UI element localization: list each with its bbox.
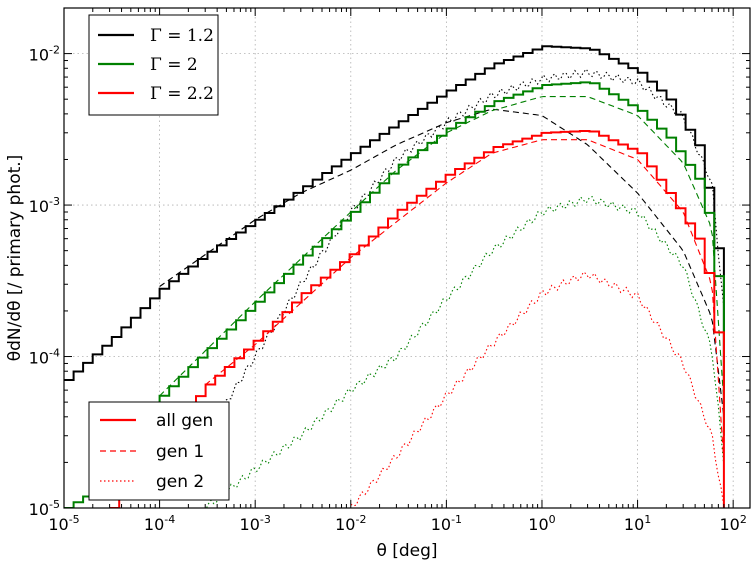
legend-gen-label: all gen [156,411,213,431]
series-line [205,68,725,434]
y-tick-label: 10-5 [29,498,60,519]
x-tick-label: 102 [719,513,746,534]
x-tick-label: 10-4 [144,513,175,534]
series-group [64,45,725,508]
x-tick-label: 10-2 [335,513,366,534]
plot-frame [63,7,751,509]
x-tick-label: 10-3 [240,513,271,534]
y-tick-label: 10-4 [29,347,60,368]
x-tick-labels: 10-5 10-4 10-3 10-2 10-1 100 101 102 [48,513,747,534]
series-line [109,130,725,508]
legend-gamma-label: Γ = 1.2 [150,26,214,46]
series-line [159,96,725,403]
legend-gen-label: gen 2 [156,472,204,492]
y-tick-labels: 10-5 10-4 10-3 10-2 [29,44,60,519]
series-line [64,45,725,391]
y-tick-label: 10-3 [29,195,60,216]
series-line [64,81,725,508]
legend-gamma: Γ = 1.2 Γ = 2 Γ = 2.2 [88,14,219,116]
legend-gamma-label: Γ = 2.2 [150,84,214,104]
x-tick-label: 100 [528,513,555,534]
series-line [350,271,725,507]
y-tick-label: 10-2 [29,44,60,65]
y-axis-label: θdN/dθ [/ primary phot.] [5,155,25,362]
legend-gen: all gen gen 1 gen 2 [88,401,230,501]
x-tick-label: 101 [624,513,651,534]
legend-gamma-label: Γ = 2 [150,55,198,75]
x-tick-label: 10-1 [431,513,462,534]
legend-gen-label: gen 1 [156,442,204,462]
x-axis-label: θ [deg] [376,541,437,561]
x-tick-label: 10-5 [48,513,79,534]
series-line [159,108,725,417]
series-line [204,139,725,463]
axis-ticks [63,7,750,509]
